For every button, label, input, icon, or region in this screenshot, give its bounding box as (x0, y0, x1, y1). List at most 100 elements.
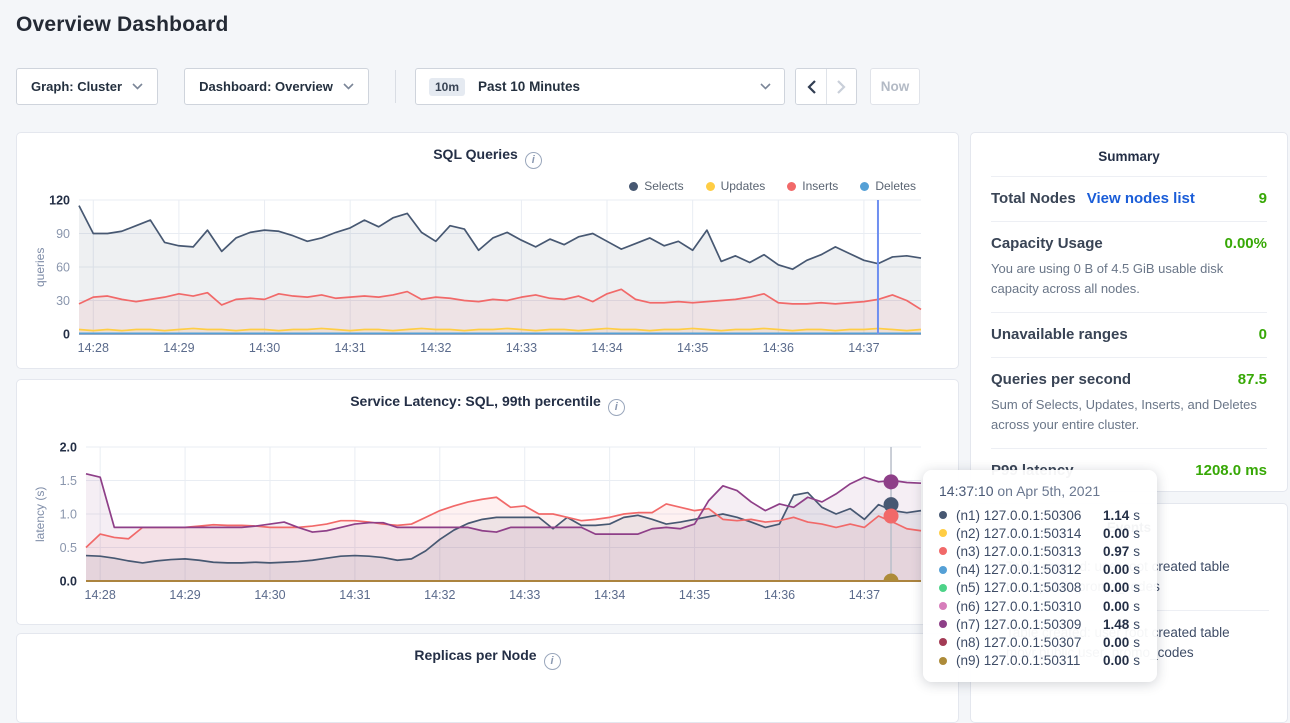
summary-title: Summary (971, 133, 1287, 176)
summary-row-total-nodes: Total Nodes View nodes list 9 (991, 176, 1267, 221)
tooltip-node-value: 0.00 (1103, 635, 1129, 650)
svg-text:14:37: 14:37 (848, 341, 879, 355)
svg-text:14:30: 14:30 (254, 588, 285, 602)
svg-text:14:31: 14:31 (339, 588, 370, 602)
svg-text:0.5: 0.5 (60, 541, 77, 555)
tooltip-node-row: (n1) 127.0.0.1:503061.14 s (939, 506, 1143, 524)
tooltip-node-label: (n8) 127.0.0.1:50307 (956, 635, 1103, 650)
svg-text:90: 90 (56, 227, 70, 241)
tooltip-node-value: 1.48 (1103, 617, 1129, 632)
tooltip-node-value: 0.00 (1103, 580, 1129, 595)
chart-hover-tooltip: 14:37:10 on Apr 5th, 2021 (n1) 127.0.0.1… (923, 470, 1157, 682)
capacity-usage-label: Capacity Usage (991, 235, 1103, 252)
svg-text:14:32: 14:32 (420, 341, 451, 355)
chevron-left-icon (807, 80, 816, 94)
tooltip-node-value: 1.14 (1103, 508, 1129, 523)
tooltip-node-unit: s (1133, 508, 1140, 523)
tooltip-node-row: (n9) 127.0.0.1:503110.00s (939, 652, 1143, 670)
summary-row-capacity: Capacity Usage 0.00% You are using 0 B o… (991, 221, 1267, 312)
qps-label: Queries per second (991, 371, 1131, 388)
now-button[interactable]: Now (870, 68, 920, 105)
tooltip-node-unit: s (1133, 580, 1140, 595)
svg-text:14:36: 14:36 (764, 588, 795, 602)
sql-queries-panel: SQL Queriesi SelectsUpdatesInsertsDelete… (16, 132, 959, 369)
unavailable-ranges-value: 0 (1259, 326, 1267, 343)
summary-row-unavailable-ranges: Unavailable ranges 0 (991, 312, 1267, 357)
tooltip-node-label: (n7) 127.0.0.1:50309 (956, 617, 1103, 632)
tooltip-node-unit: s (1133, 635, 1140, 650)
chevron-right-icon (837, 80, 846, 94)
svg-text:14:35: 14:35 (679, 588, 710, 602)
svg-text:14:33: 14:33 (509, 588, 540, 602)
tooltip-node-value: 0.97 (1103, 544, 1129, 559)
service-latency-panel: Service Latency: SQL, 99th percentilei l… (16, 379, 959, 625)
view-nodes-list-link[interactable]: View nodes list (1087, 190, 1195, 207)
sql-queries-plot[interactable]: 030609012014:2814:2914:3014:3114:3214:33… (17, 133, 960, 368)
svg-text:14:28: 14:28 (78, 341, 109, 355)
svg-text:14:35: 14:35 (677, 341, 708, 355)
tooltip-node-row: (n8) 127.0.0.1:503070.00 s (939, 633, 1143, 651)
svg-text:0.0: 0.0 (60, 575, 77, 589)
dashboard-selector-label: Dashboard: Overview (199, 79, 333, 94)
svg-text:14:29: 14:29 (163, 341, 194, 355)
unavailable-ranges-label: Unavailable ranges (991, 326, 1128, 343)
replicas-per-node-panel: Replicas per Node i (16, 633, 959, 723)
svg-text:14:28: 14:28 (85, 588, 116, 602)
svg-text:14:37: 14:37 (849, 588, 880, 602)
tooltip-node-unit: s (1133, 617, 1140, 632)
tooltip-node-label: (n1) 127.0.0.1:50306 (956, 508, 1103, 523)
capacity-usage-description: You are using 0 B of 4.5 GiB usable disk… (991, 259, 1267, 298)
svg-text:14:29: 14:29 (169, 588, 200, 602)
svg-text:2.0: 2.0 (60, 441, 77, 455)
qps-description: Sum of Selects, Updates, Inserts, and De… (991, 395, 1267, 434)
series-dot-icon (939, 657, 947, 665)
tooltip-node-row: (n6) 127.0.0.1:503100.00s (939, 597, 1143, 615)
tooltip-node-label: (n9) 127.0.0.1:50311 (956, 653, 1103, 668)
svg-text:120: 120 (49, 194, 70, 208)
svg-text:14:33: 14:33 (506, 341, 537, 355)
page-title: Overview Dashboard (16, 13, 229, 37)
info-icon[interactable]: i (544, 653, 561, 670)
series-dot-icon (939, 529, 947, 537)
total-nodes-value: 9 (1259, 190, 1267, 207)
tooltip-node-unit: s (1133, 653, 1140, 668)
total-nodes-label: Total Nodes (991, 190, 1076, 207)
previous-range-button[interactable] (796, 69, 826, 104)
tooltip-node-row: (n7) 127.0.0.1:503091.48 s (939, 615, 1143, 633)
next-range-button[interactable] (826, 69, 856, 104)
toolbar-divider (395, 70, 396, 103)
svg-text:1.5: 1.5 (60, 474, 77, 488)
qps-value: 87.5 (1238, 371, 1267, 388)
p99-latency-value: 1208.0 ms (1195, 462, 1267, 479)
tooltip-node-label: (n4) 127.0.0.1:50312 (956, 562, 1103, 577)
tooltip-node-label: (n6) 127.0.0.1:50310 (956, 599, 1103, 614)
tooltip-node-unit: s (1133, 599, 1140, 614)
tooltip-node-row: (n2) 127.0.0.1:503140.00s (939, 524, 1143, 542)
service-latency-plot[interactable]: 0.00.51.01.52.014:2814:2914:3014:3114:32… (17, 380, 960, 624)
svg-text:14:30: 14:30 (249, 341, 280, 355)
tooltip-node-row: (n5) 127.0.0.1:503080.00 s (939, 579, 1143, 597)
chevron-down-icon (760, 83, 771, 90)
svg-text:14:31: 14:31 (335, 341, 366, 355)
tooltip-node-row: (n4) 127.0.0.1:503120.00s (939, 561, 1143, 579)
capacity-usage-value: 0.00% (1224, 235, 1267, 252)
graph-selector-dropdown[interactable]: Graph: Cluster (16, 68, 158, 105)
tooltip-node-label: (n5) 127.0.0.1:50308 (956, 580, 1103, 595)
series-dot-icon (939, 547, 947, 555)
series-dot-icon (939, 566, 947, 574)
replicas-per-node-title: Replicas per Node (414, 647, 536, 663)
tooltip-node-unit: s (1133, 526, 1140, 541)
tooltip-node-label: (n2) 127.0.0.1:50314 (956, 526, 1103, 541)
summary-row-qps: Queries per second 87.5 Sum of Selects, … (991, 357, 1267, 448)
svg-text:14:34: 14:34 (591, 341, 622, 355)
svg-text:0: 0 (63, 328, 70, 342)
graph-selector-label: Graph: Cluster (31, 79, 122, 94)
svg-text:14:32: 14:32 (424, 588, 455, 602)
tooltip-node-unit: s (1133, 562, 1140, 577)
dashboard-selector-dropdown[interactable]: Dashboard: Overview (184, 68, 369, 105)
series-dot-icon (939, 638, 947, 646)
svg-text:60: 60 (56, 261, 70, 275)
series-dot-icon (939, 602, 947, 610)
time-range-dropdown[interactable]: 10m Past 10 Minutes (415, 68, 785, 105)
series-dot-icon (939, 620, 947, 628)
